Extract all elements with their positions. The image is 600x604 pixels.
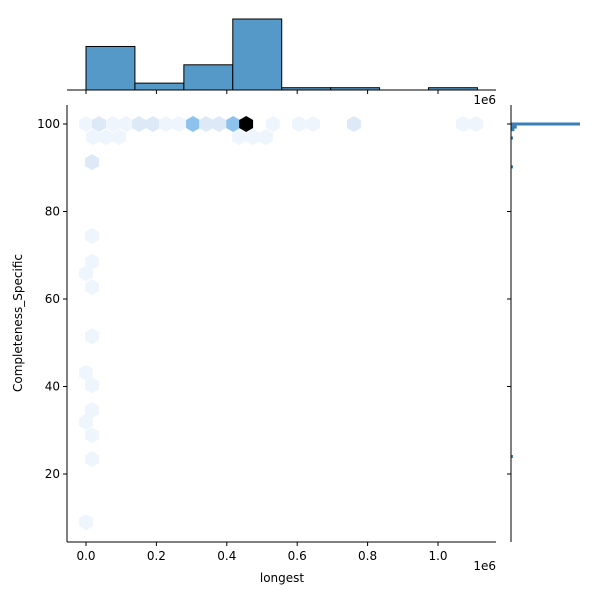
hexbin-cell xyxy=(199,116,213,132)
hexbin-cell xyxy=(79,514,93,531)
hexbin-cell xyxy=(85,279,99,296)
hexbin-cell xyxy=(99,129,113,146)
hexbin-cell xyxy=(226,116,241,132)
x-axis-label: longest xyxy=(260,571,305,585)
right-histogram-bar xyxy=(511,125,517,129)
right-histogram-bar xyxy=(511,165,513,169)
hexbin-cell xyxy=(239,116,254,132)
hexbin-cell xyxy=(258,129,273,146)
top-histogram-bar xyxy=(232,18,283,91)
top-histogram-bar xyxy=(85,45,136,91)
x-tick-label: 0.8 xyxy=(358,549,377,563)
hexbin-cell xyxy=(212,116,226,132)
hexbin-cell xyxy=(186,116,200,132)
y-axis-label: Completeness_Specific xyxy=(11,254,25,392)
x-offset-label: 1e6 xyxy=(473,559,496,573)
hexbin-cell xyxy=(79,265,93,282)
hexbin-cell xyxy=(92,116,106,132)
right-histogram-bar xyxy=(511,455,513,458)
x-tick-label: 1.0 xyxy=(428,549,447,563)
hexbin-cell xyxy=(172,116,186,132)
right-histogram-bar xyxy=(511,136,513,140)
hexbin-cell xyxy=(79,413,93,430)
right-histogram-bar xyxy=(511,128,515,132)
right-histogram-bar xyxy=(511,122,580,126)
y-tick-label: 20 xyxy=(45,467,60,481)
y-tick-label: 40 xyxy=(45,380,60,394)
hexbin-cell xyxy=(292,116,306,132)
hexbin-cell xyxy=(85,328,99,345)
axes: 0.0 0.2 0.4 0.6 0.8 1.0 20 40 60 80 100 xyxy=(37,105,496,563)
x-tick-label: 0.2 xyxy=(147,549,166,563)
y-tick-label: 80 xyxy=(45,205,60,219)
top-offset-label: 1e6 xyxy=(473,93,496,107)
hexbin-layer xyxy=(79,116,483,531)
hexbin-cell xyxy=(85,427,99,444)
hexbin-cell xyxy=(79,116,93,132)
x-tick-label: 0.4 xyxy=(217,549,236,563)
hexbin-cell xyxy=(132,116,147,132)
y-tick-label: 100 xyxy=(37,117,60,131)
hexbin-cell xyxy=(79,364,93,381)
x-tick-label: 0.0 xyxy=(76,549,95,563)
hexbin-cell xyxy=(112,129,126,146)
hexbin-cell xyxy=(159,116,173,132)
right-marginal-histogram xyxy=(507,105,580,542)
hexbin-cell xyxy=(85,402,99,419)
hexbin-cell xyxy=(85,228,99,244)
hexbin-cell xyxy=(146,116,160,132)
hexbin-cell xyxy=(86,129,100,146)
hexbin-cell xyxy=(346,116,361,132)
hexbin-cell xyxy=(106,116,120,132)
hexbin-cell xyxy=(245,129,260,146)
hexbin-cell xyxy=(456,116,470,132)
hexbin-cell xyxy=(232,129,246,146)
x-tick-label: 0.6 xyxy=(288,549,307,563)
hexbin-cell xyxy=(85,451,99,468)
y-tick-label: 60 xyxy=(45,292,60,306)
top-histogram-bar xyxy=(183,64,234,91)
hexbin-cell xyxy=(469,116,483,132)
hexbin-cell xyxy=(306,116,320,132)
top-marginal-histogram xyxy=(67,18,496,94)
hexbin-cell xyxy=(85,253,99,270)
hexbin-cell xyxy=(266,116,280,132)
hexbin-cell xyxy=(119,116,134,132)
hexbin-cell xyxy=(85,154,99,171)
hexbin-cell xyxy=(85,377,99,394)
top-histogram-bar xyxy=(134,82,185,91)
